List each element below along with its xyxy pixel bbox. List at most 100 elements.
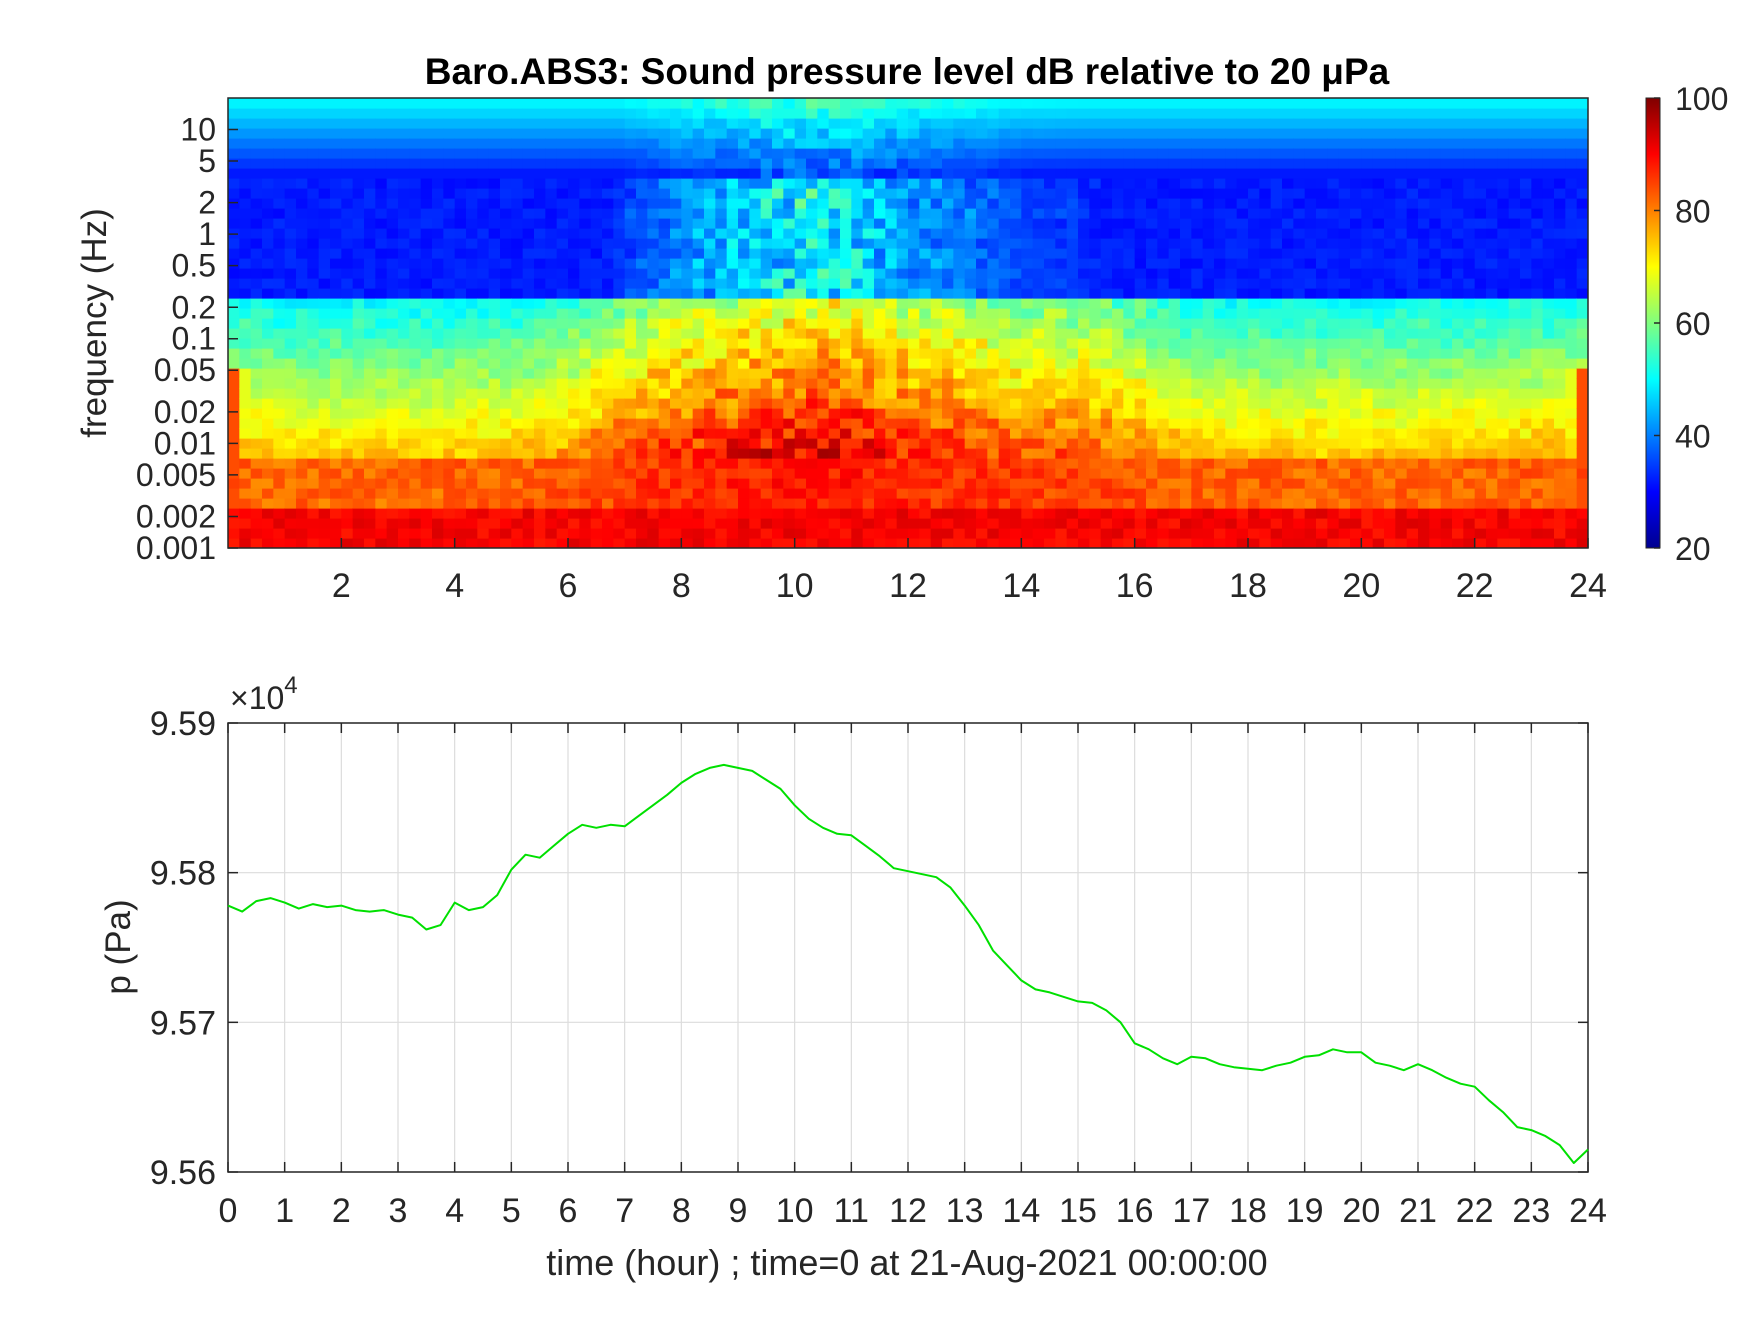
spectrogram-cell: [534, 298, 546, 309]
spectrogram-cell: [1044, 358, 1056, 369]
spectrogram-cell: [1361, 258, 1374, 269]
spectrogram-cell: [443, 118, 456, 129]
spectrogram-cell: [568, 168, 580, 179]
spectrogram-cell: [250, 128, 263, 139]
spectrogram-cell: [1134, 108, 1147, 119]
spectrogram-cell: [568, 128, 580, 139]
spectrogram-cell: [772, 358, 784, 369]
spectrogram-cell: [1146, 288, 1158, 299]
spectrogram-cell: [318, 398, 331, 409]
spectrogram-cell: [488, 308, 501, 319]
spectrogram-cell: [828, 208, 841, 219]
spectrogram-cell: [828, 278, 841, 289]
spectrogram-cell: [1180, 508, 1192, 519]
spectrogram-cell: [262, 118, 274, 129]
spectrogram-cell: [1282, 238, 1294, 249]
spectrogram-cell: [851, 428, 864, 439]
spectrogram-cell: [488, 358, 501, 369]
spectrogram-cell: [647, 328, 660, 339]
spectrogram-cell: [1406, 408, 1419, 419]
spectrogram-cell: [398, 298, 410, 309]
spectrogram-cell: [1259, 168, 1272, 179]
spectrogram-cell: [1395, 528, 1408, 539]
spectrogram-cell: [500, 418, 512, 429]
spectrogram-cell: [477, 198, 490, 209]
spectrogram-cell: [1406, 398, 1419, 409]
spectrogram-cell: [1044, 268, 1056, 279]
spectrogram-cell: [1361, 538, 1374, 548]
spectrogram-cell: [466, 358, 478, 369]
spectrogram-cell: [1361, 468, 1374, 479]
spectrogram-cell: [953, 458, 966, 469]
spectrogram-cell: [828, 378, 841, 389]
spectrogram-cell: [1123, 418, 1136, 429]
spectrogram-cell: [568, 498, 580, 509]
spectrogram-cell: [1372, 138, 1385, 149]
spectrogram-cell: [1338, 528, 1351, 539]
spectrogram-cell: [1134, 288, 1147, 299]
spectrogram-cell: [919, 198, 932, 209]
spectrogram-cell: [602, 278, 614, 289]
spectrogram-cell: [738, 468, 750, 479]
spectrogram-cell: [262, 298, 274, 309]
spectrogram-cell: [568, 148, 580, 159]
spectrogram-cell: [228, 98, 240, 109]
spectrogram-cell: [239, 338, 252, 349]
spectrogram-cell: [817, 448, 830, 459]
spectrogram-cell: [386, 238, 399, 249]
spectrogram-cell: [1406, 118, 1419, 129]
spectrogram-cell: [590, 348, 603, 359]
spectrogram-cell: [556, 258, 569, 269]
spectrogram-cell: [1259, 248, 1272, 259]
spectrogram-cell: [1191, 328, 1204, 339]
spectrogram-cell: [1248, 308, 1260, 319]
spectrogram-cell: [885, 98, 898, 109]
spectrogram-cell: [1270, 278, 1283, 289]
spectrogram-cell: [590, 118, 603, 129]
spectrogram-cell: [715, 128, 728, 139]
spectrogram-cell: [885, 468, 898, 479]
spectrogram-cell: [522, 218, 535, 229]
spectrogram-cell: [1452, 388, 1464, 399]
spectrogram-cell: [976, 468, 988, 479]
spectrogram-cell: [1044, 138, 1056, 149]
spectrogram-cell: [375, 528, 388, 539]
spectrogram-cell: [1089, 178, 1102, 189]
spectrogram-cell: [556, 418, 569, 429]
spectrogram-cell: [1372, 398, 1385, 409]
spectrogram-cell: [862, 398, 875, 409]
spectrogram-cell: [1168, 418, 1181, 429]
spectrogram-cell: [511, 458, 524, 469]
spectrogram-cell: [1361, 228, 1374, 239]
spectrogram-cell: [794, 98, 807, 109]
spectrogram-cell: [602, 248, 614, 259]
spectrogram-cell: [1474, 308, 1487, 319]
spectrogram-cell: [420, 508, 433, 519]
spectrogram-cell: [976, 338, 988, 349]
spectrogram-cell: [681, 468, 694, 479]
spectrogram-cell: [1146, 408, 1158, 419]
spectrogram-cell: [874, 308, 886, 319]
spectrogram-cell: [1044, 348, 1056, 359]
spectrogram-cell: [250, 208, 263, 219]
spectrogram-cell: [511, 428, 524, 439]
spectrogram-cell: [976, 308, 988, 319]
spectrogram-cell: [364, 398, 376, 409]
spectrogram-cell: [942, 418, 954, 429]
spectrogram-cell: [1293, 278, 1306, 289]
spectrogram-cell: [885, 198, 898, 209]
spectrogram-cell: [874, 148, 886, 159]
spectrogram-cell: [681, 528, 694, 539]
spectrogram-cell: [500, 158, 512, 169]
spectrogram-cell: [930, 318, 943, 329]
spectrogram-cell: [1440, 318, 1453, 329]
spectrogram-cell: [704, 318, 716, 329]
spectrogram-cell: [1089, 258, 1102, 269]
spectrogram-cell: [522, 258, 535, 269]
spectrogram-cell: [296, 288, 308, 299]
spectrogram-cell: [1463, 528, 1476, 539]
spectrogram-cell: [1202, 198, 1215, 209]
spectrogram-cell: [454, 318, 467, 329]
spectrogram-cell: [1236, 388, 1249, 399]
spectrogram-cell: [624, 248, 637, 259]
